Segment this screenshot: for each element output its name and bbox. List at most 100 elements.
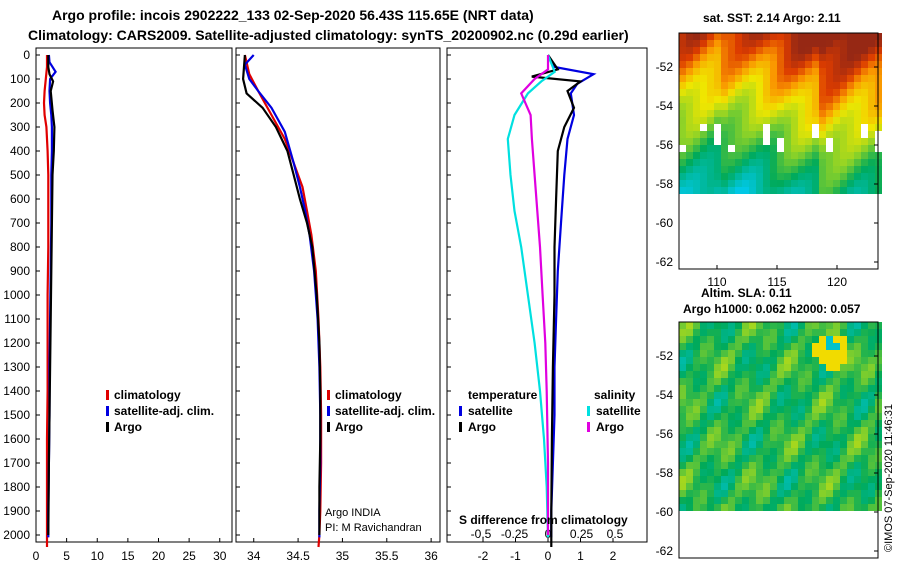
map-cell — [679, 448, 686, 455]
map-cell — [728, 329, 735, 336]
map-cell — [700, 329, 707, 336]
map-cell — [714, 89, 721, 96]
map-cell — [833, 322, 840, 329]
map-cell — [742, 138, 749, 145]
map-cell — [756, 96, 763, 103]
map-cell — [777, 364, 784, 371]
map-cell — [735, 399, 742, 406]
map-cell — [763, 40, 770, 47]
map-cell — [791, 89, 798, 96]
map-cell — [854, 378, 861, 385]
map-cell — [728, 124, 735, 131]
map-cell — [798, 180, 805, 187]
map-cell — [847, 138, 854, 145]
map-cell — [777, 322, 784, 329]
map-cell — [847, 96, 854, 103]
map-cell — [728, 68, 735, 75]
map-cell — [735, 89, 742, 96]
map-cell — [784, 47, 791, 54]
map-cell — [749, 462, 756, 469]
map-cell — [868, 68, 875, 75]
map-cell — [868, 399, 875, 406]
map-cell — [798, 131, 805, 138]
map-cell — [686, 82, 693, 89]
map-cell — [840, 166, 847, 173]
map-cell — [679, 462, 686, 469]
map-cell — [826, 336, 833, 343]
map-cell — [749, 364, 756, 371]
map-cell — [700, 343, 707, 350]
map-cell — [728, 180, 735, 187]
map-x-tick-label: 110 — [707, 275, 726, 289]
map-cell — [742, 364, 749, 371]
diff-legend: temperature satellite Argo salinity sate… — [459, 388, 641, 527]
map-cell — [826, 413, 833, 420]
map-cell — [728, 504, 735, 511]
map-cell — [763, 61, 770, 68]
map-cell — [693, 336, 700, 343]
map-cell — [735, 40, 742, 47]
map-cell — [686, 406, 693, 413]
map-cell — [812, 89, 819, 96]
map-cell — [812, 441, 819, 448]
map-cell — [777, 89, 784, 96]
map-cell — [854, 68, 861, 75]
map-cell — [728, 490, 735, 497]
map-cell — [826, 357, 833, 364]
map-cell — [791, 483, 798, 490]
map-cell — [847, 497, 854, 504]
map-cell — [840, 420, 847, 427]
map-cell — [707, 54, 714, 61]
map-cell — [749, 350, 756, 357]
map-cell — [840, 131, 847, 138]
map-cell — [756, 82, 763, 89]
map-cell — [693, 89, 700, 96]
map-cell — [826, 343, 833, 350]
map-cell — [784, 462, 791, 469]
x-tick-label-t: -2 — [478, 549, 489, 563]
map-cell — [805, 40, 812, 47]
map-cell — [868, 336, 875, 343]
map-cell — [686, 455, 693, 462]
map-cell — [791, 378, 798, 385]
map-cell — [791, 131, 798, 138]
map-cell — [707, 145, 714, 152]
map-cell — [847, 131, 854, 138]
map-cell — [749, 103, 756, 110]
map-cell — [735, 322, 742, 329]
map-cell — [826, 82, 833, 89]
map-cell — [728, 152, 735, 159]
map-cell — [770, 138, 777, 145]
map-cell — [735, 329, 742, 336]
map-cell — [840, 504, 847, 511]
map-cell — [833, 364, 840, 371]
map-cell — [770, 117, 777, 124]
map-cell — [854, 89, 861, 96]
map-cell — [833, 138, 840, 145]
map-cell — [819, 131, 826, 138]
map-cell — [798, 399, 805, 406]
map-cell — [679, 89, 686, 96]
map-cell — [833, 336, 840, 343]
map-cell — [833, 427, 840, 434]
map-cell — [763, 420, 770, 427]
map-cell — [728, 406, 735, 413]
map-cell — [791, 47, 798, 54]
map-cell — [854, 469, 861, 476]
map-cell — [784, 497, 791, 504]
map-cell — [812, 504, 819, 511]
map-cell — [721, 322, 728, 329]
map-cell — [742, 462, 749, 469]
map-cell — [833, 329, 840, 336]
map-cell — [686, 420, 693, 427]
map-cell — [721, 497, 728, 504]
map-cell — [798, 40, 805, 47]
map-cell — [700, 490, 707, 497]
map-cell — [770, 68, 777, 75]
map-cell — [854, 322, 861, 329]
map-cell — [868, 371, 875, 378]
map-cell — [721, 434, 728, 441]
map-cell — [812, 385, 819, 392]
map-cell — [770, 152, 777, 159]
map-cell — [819, 103, 826, 110]
